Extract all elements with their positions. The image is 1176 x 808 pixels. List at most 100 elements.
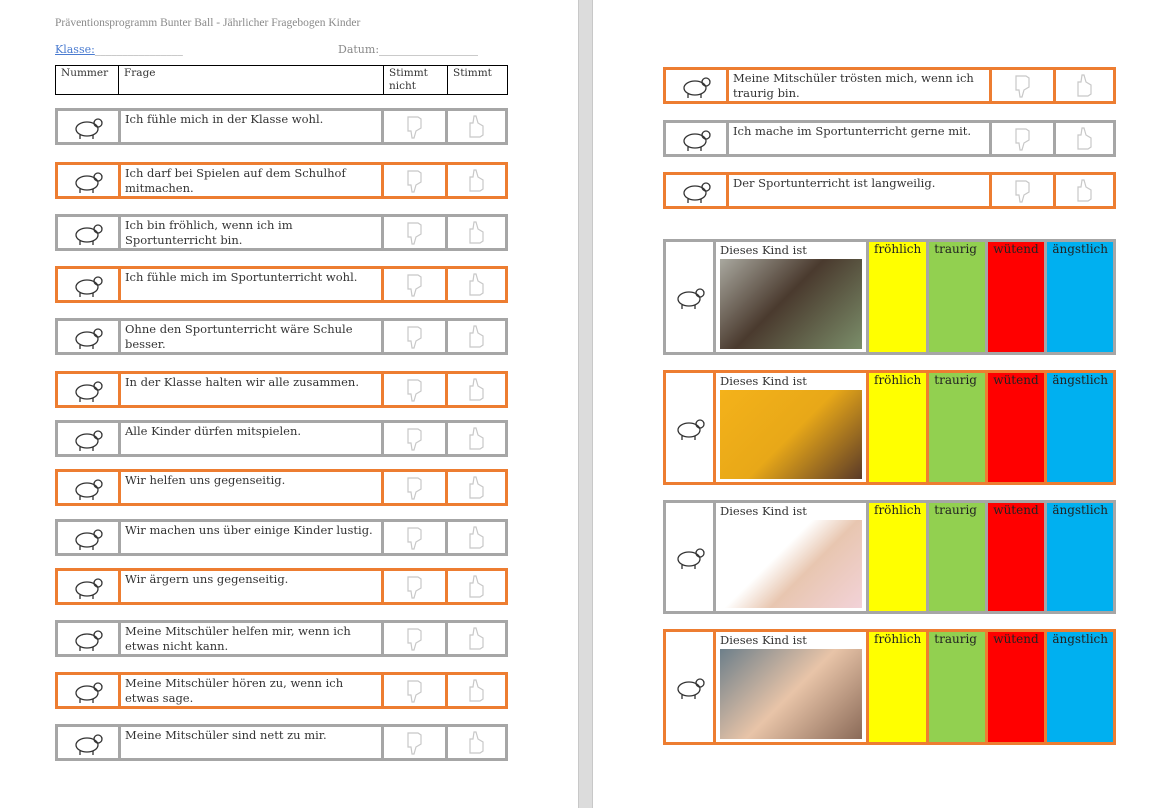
thumbs-up-icon[interactable] <box>448 727 505 758</box>
thumbs-down-icon[interactable] <box>384 623 445 654</box>
snail-icon <box>58 321 118 352</box>
thumbs-up-icon[interactable] <box>448 675 505 706</box>
angry-girl-photo <box>720 390 862 479</box>
question-row: Wir helfen uns gegenseitig. <box>55 469 508 506</box>
seal-icon <box>58 675 118 706</box>
emotion-row: Dieses Kind ist fröhlich traurig wütend ängs… <box>663 370 1116 485</box>
turtle-icon <box>58 522 118 553</box>
emotion-option-aengstlich[interactable]: ängstlich <box>1047 373 1113 482</box>
emotion-option-aengstlich[interactable]: ängstlich <box>1047 503 1113 611</box>
question-text: Ich bin fröhlich, wenn ich im Sportunter… <box>121 217 381 248</box>
page-gap <box>578 0 593 808</box>
child-cell: Dieses Kind ist <box>716 503 866 611</box>
bee-icon <box>666 70 726 101</box>
owl-icon <box>58 111 118 142</box>
thumbs-down-icon[interactable] <box>384 321 445 352</box>
question-row: Meine Mitschüler hören zu, wenn ich etwa… <box>55 672 508 709</box>
question-row: Ich mache im Sportunterricht gerne mit. <box>663 120 1116 157</box>
emotion-option-wuetend[interactable]: wütend <box>988 242 1045 352</box>
question-text: Wir helfen uns gegenseitig. <box>121 472 381 503</box>
emotion-option-froehlich[interactable]: fröhlich <box>869 373 927 482</box>
thumbs-down-icon[interactable] <box>992 70 1053 101</box>
thumbs-up-icon[interactable] <box>448 217 505 248</box>
klasse-field[interactable]: Klasse:________________ <box>55 43 183 56</box>
thumbs-up-icon[interactable] <box>448 165 505 196</box>
crying-child-photo <box>720 649 862 739</box>
question-row: Wir machen uns über einige Kinder lustig… <box>55 519 508 556</box>
emotion-option-wuetend[interactable]: wütend <box>988 373 1045 482</box>
question-row: Wir ärgern uns gegenseitig. <box>55 568 508 605</box>
question-text: Ich mache im Sportunterricht gerne mit. <box>729 123 989 154</box>
question-row: Ohne den Sportunterricht wäre Schule bes… <box>55 318 508 355</box>
question-text: Meine Mitschüler helfen mir, wenn ich et… <box>121 623 381 654</box>
penguin-icon <box>666 373 713 482</box>
question-row: Alle Kinder dürfen mitspielen. <box>55 420 508 457</box>
thumbs-down-icon[interactable] <box>384 522 445 553</box>
thumbs-up-icon[interactable] <box>448 423 505 454</box>
emotion-option-aengstlich[interactable]: ängstlich <box>1047 242 1113 352</box>
thumbs-down-icon[interactable] <box>384 423 445 454</box>
thumbs-down-icon[interactable] <box>384 374 445 405</box>
thumbs-up-icon[interactable] <box>448 623 505 654</box>
question-row: Meine Mitschüler helfen mir, wenn ich et… <box>55 620 508 657</box>
emotion-row: Dieses Kind ist fröhlich traurig wütend ängs… <box>663 239 1116 355</box>
emotion-option-traurig[interactable]: traurig <box>929 632 986 742</box>
emotion-label: Dieses Kind ist <box>720 374 807 388</box>
thumbs-up-icon[interactable] <box>1056 175 1113 206</box>
thumbs-down-icon[interactable] <box>384 727 445 758</box>
emotion-option-traurig[interactable]: traurig <box>929 373 986 482</box>
koala-icon <box>58 374 118 405</box>
thumbs-up-icon[interactable] <box>448 374 505 405</box>
thumbs-down-icon[interactable] <box>384 472 445 503</box>
question-text: Der Sportunterricht ist langweilig. <box>729 175 989 206</box>
emotion-row: Dieses Kind ist fröhlich traurig wütend ängs… <box>663 629 1116 745</box>
question-text: Meine Mitschüler trösten mich, wenn ich … <box>729 70 989 101</box>
cat-icon <box>666 632 713 742</box>
emotion-option-traurig[interactable]: traurig <box>929 503 986 611</box>
thumbs-down-icon[interactable] <box>384 165 445 196</box>
question-text: Wir machen uns über einige Kinder lustig… <box>121 522 381 553</box>
thumbs-up-icon[interactable] <box>448 321 505 352</box>
datum-field[interactable]: Datum:__________________ <box>338 43 478 56</box>
emotion-option-wuetend[interactable]: wütend <box>988 632 1045 742</box>
emotion-option-froehlich[interactable]: fröhlich <box>869 503 927 611</box>
rabbit-icon <box>58 217 118 248</box>
emotion-option-froehlich[interactable]: fröhlich <box>869 632 927 742</box>
question-row: Meine Mitschüler trösten mich, wenn ich … <box>663 67 1116 104</box>
klasse-label: Klasse: <box>55 43 95 56</box>
header-stimmt-nicht: Stimmt nicht <box>384 66 448 94</box>
table-header: Nummer Frage Stimmt nicht Stimmt <box>55 65 508 95</box>
thumbs-down-icon[interactable] <box>384 571 445 602</box>
thumbs-down-icon[interactable] <box>384 269 445 300</box>
question-row: Der Sportunterricht ist langweilig. <box>663 172 1116 209</box>
rhino-icon <box>58 472 118 503</box>
question-text: Ich fühle mich im Sportunterricht wohl. <box>121 269 381 300</box>
emotion-label: Dieses Kind ist <box>720 633 807 647</box>
emotion-option-traurig[interactable]: traurig <box>929 242 986 352</box>
snake-icon <box>58 571 118 602</box>
thumbs-up-icon[interactable] <box>448 472 505 503</box>
thumbs-up-icon[interactable] <box>448 111 505 142</box>
thumbs-down-icon[interactable] <box>992 175 1053 206</box>
thumbs-down-icon[interactable] <box>384 111 445 142</box>
thumbs-up-icon[interactable] <box>448 269 505 300</box>
thumbs-up-icon[interactable] <box>1056 70 1113 101</box>
flamingo-icon <box>58 269 118 300</box>
thumbs-down-icon[interactable] <box>992 123 1053 154</box>
emotion-row: Dieses Kind ist fröhlich traurig wütend ängs… <box>663 500 1116 614</box>
emotion-option-aengstlich[interactable]: ängstlich <box>1047 632 1113 742</box>
thumbs-up-icon[interactable] <box>448 522 505 553</box>
crocodile-icon <box>666 175 726 206</box>
document-title: Präventionsprogramm Bunter Ball - Jährli… <box>55 17 361 29</box>
thumbs-up-icon[interactable] <box>1056 123 1113 154</box>
thumbs-down-icon[interactable] <box>384 675 445 706</box>
child-cell: Dieses Kind ist <box>716 373 866 482</box>
datum-blank: __________________ <box>379 43 479 56</box>
emotion-option-wuetend[interactable]: wütend <box>988 503 1045 611</box>
question-row: Ich fühle mich im Sportunterricht wohl. <box>55 266 508 303</box>
emotion-option-froehlich[interactable]: fröhlich <box>869 242 927 352</box>
question-row: Ich darf bei Spielen auf dem Schulhof mi… <box>55 162 508 199</box>
thumbs-down-icon[interactable] <box>384 217 445 248</box>
thumbs-up-icon[interactable] <box>448 571 505 602</box>
datum-label: Datum: <box>338 43 380 56</box>
